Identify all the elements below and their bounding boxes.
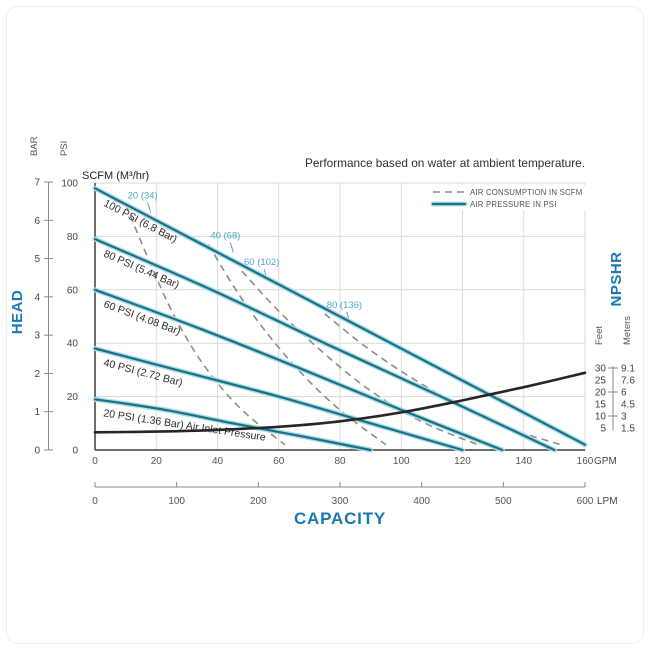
air-pressure-curve bbox=[93, 398, 372, 452]
air-consumption-label: 20 (34) bbox=[128, 190, 158, 201]
psi-tick-label: 0 bbox=[72, 446, 78, 457]
lpm-tick-label: 100 bbox=[168, 496, 185, 507]
npshr-feet-value: 20 bbox=[595, 388, 607, 399]
grid-lines bbox=[95, 182, 586, 450]
npshr-axis-title: NPSHR bbox=[608, 251, 625, 306]
psi-tick-label: 60 bbox=[67, 285, 79, 296]
npshr-meters-value: 7.6 bbox=[621, 376, 635, 387]
air-consumption-curve bbox=[241, 270, 479, 446]
bar-unit-header: BAR bbox=[29, 136, 40, 156]
gpm-tick-label: 80 bbox=[334, 456, 346, 467]
npshr-feet-value: 5 bbox=[600, 424, 606, 435]
bar-tick-label: 4 bbox=[34, 292, 40, 303]
gpm-tick-label: 0 bbox=[92, 456, 98, 467]
feet-unit-header: Feet bbox=[594, 326, 605, 345]
lpm-tick-label: 500 bbox=[495, 496, 512, 507]
gpm-tick-label: 160 bbox=[577, 456, 594, 467]
npshr-feet-value: 30 bbox=[595, 364, 607, 375]
air-pressure-curve bbox=[93, 238, 556, 452]
chart-title: Performance based on water at ambient te… bbox=[305, 156, 585, 170]
gpm-tick-label: 40 bbox=[212, 456, 224, 467]
air-pressure-curve bbox=[93, 288, 504, 452]
lpm-unit-label: LPM bbox=[597, 496, 618, 507]
lpm-tick-label: 200 bbox=[250, 496, 267, 507]
meters-unit-header: Meters bbox=[622, 316, 633, 345]
psi-unit-header: PSI bbox=[59, 141, 70, 156]
psi-tick-label: 100 bbox=[61, 179, 78, 190]
lpm-tick-label: 0 bbox=[92, 496, 98, 507]
capacity-axis-title: CAPACITY bbox=[294, 509, 386, 528]
npshr-feet-value: 15 bbox=[595, 400, 607, 411]
gpm-tick-label: 60 bbox=[273, 456, 285, 467]
scfm-header-label: SCFM (M³/hr) bbox=[82, 170, 149, 182]
npshr-meters-value: 1.5 bbox=[621, 424, 635, 435]
legend-air-consumption-label: AIR CONSUMPTION IN SCFM bbox=[470, 188, 582, 197]
gpm-scale: 0 20 40 60 80 100 120 140 160 bbox=[92, 456, 594, 467]
gpm-tick-label: 20 bbox=[151, 456, 163, 467]
bar-tick-label: 0 bbox=[34, 446, 40, 457]
lpm-tick-label: 400 bbox=[413, 496, 430, 507]
air-pressure-curve bbox=[93, 347, 464, 452]
air-consumption-label: 60 (102) bbox=[244, 257, 279, 268]
npshr-meters-value: 6 bbox=[621, 388, 627, 399]
gpm-tick-label: 140 bbox=[515, 456, 532, 467]
gpm-tick-label: 120 bbox=[454, 456, 471, 467]
bar-tick-label: 6 bbox=[34, 216, 40, 227]
air-consumption-curve bbox=[124, 204, 286, 446]
psi-tick-label: 80 bbox=[67, 232, 79, 243]
npshr-curve bbox=[93, 371, 587, 434]
psi-tick-label: 20 bbox=[67, 392, 79, 403]
npshr-feet-value: 25 bbox=[595, 376, 607, 387]
air-pressure-curve bbox=[93, 187, 587, 446]
gpm-unit-label: GPM bbox=[594, 456, 617, 467]
air-consumption-label: 80 (136) bbox=[327, 300, 362, 311]
bar-tick-label: 3 bbox=[34, 331, 40, 342]
psi-tick-label: 40 bbox=[67, 339, 79, 350]
air-consumption-label: 40 (68) bbox=[210, 230, 240, 241]
air-consumption-label-leader bbox=[229, 242, 234, 253]
npshr-meters-value: 4.5 bbox=[621, 400, 635, 411]
bar-tick-label: 2 bbox=[34, 369, 40, 380]
bar-tick-label: 7 bbox=[34, 178, 40, 189]
head-axis-title: HEAD bbox=[9, 290, 26, 335]
air-pressure-curves: 100 PSI (6.8 Bar)80 PSI (5.44 Bar)60 PSI… bbox=[92, 185, 588, 453]
lpm-tick-label: 600 bbox=[577, 496, 594, 507]
lpm-tick-label: 300 bbox=[332, 496, 349, 507]
bar-tick-label: 5 bbox=[34, 254, 40, 265]
lpm-scale: 0 100 200 300 400 500 600 bbox=[92, 482, 594, 507]
npshr-meters-value: 9.1 bbox=[621, 364, 635, 375]
bar-scale: 7 6 5 4 3 2 1 0 bbox=[34, 178, 53, 457]
legend: AIR CONSUMPTION IN SCFM AIR PRESSURE IN … bbox=[425, 185, 587, 211]
bar-tick-label: 1 bbox=[34, 407, 40, 418]
gpm-tick-label: 100 bbox=[393, 456, 410, 467]
npshr-meters-value: 3 bbox=[621, 412, 627, 423]
legend-air-pressure-label: AIR PRESSURE IN PSI bbox=[470, 200, 557, 209]
air-consumption-label-leader bbox=[147, 202, 152, 213]
psi-scale: 100 80 60 40 20 0 bbox=[61, 179, 78, 457]
npshr-scale: 30 9.1 25 7.6 20 6 15 4.5 10 3 5 1.5 bbox=[595, 364, 635, 435]
npshr-feet-value: 10 bbox=[595, 412, 607, 423]
